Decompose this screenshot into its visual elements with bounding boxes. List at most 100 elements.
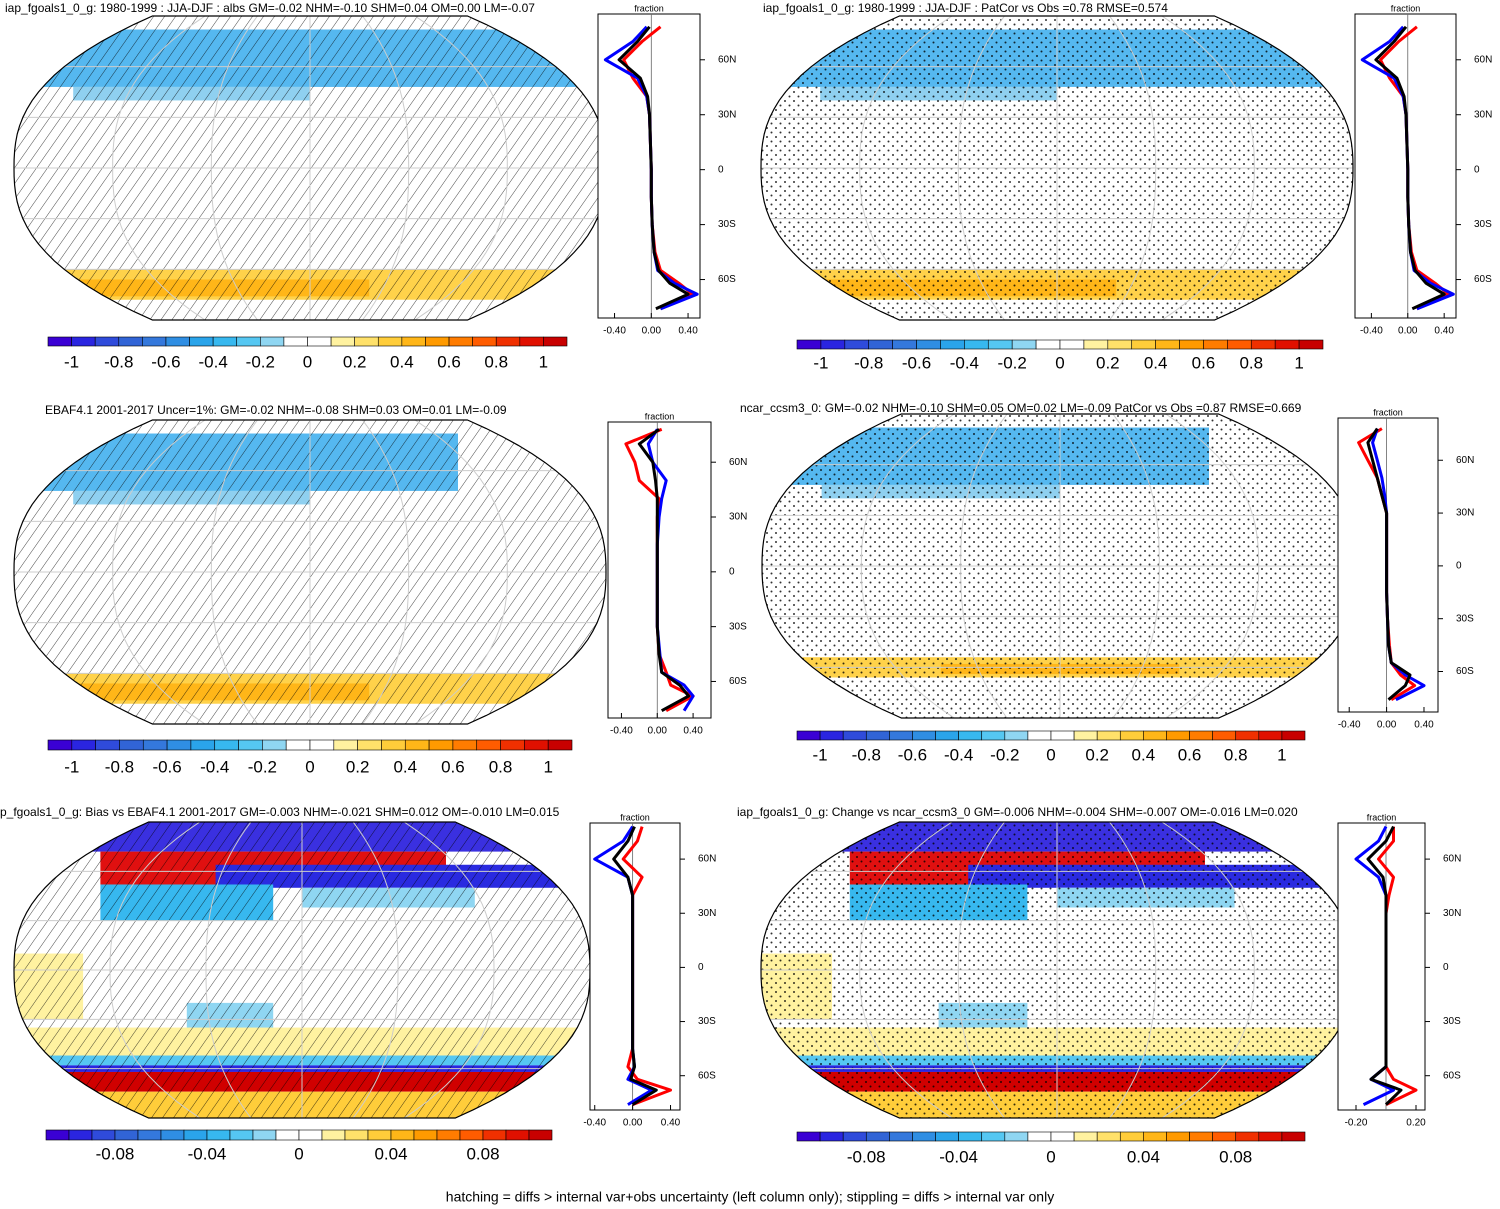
colorbar-box [1143,1131,1167,1142]
colorbar-box [1119,1131,1144,1142]
y-tick-label: 0 [1456,561,1462,572]
colorbar-box [865,730,890,741]
colorbar-box [47,739,73,751]
colorbar-box [95,739,120,751]
colorbar-label: 0.04 [374,1144,407,1163]
zonal-line [1366,825,1403,1106]
colorbar-label: -0.2 [990,745,1019,764]
meridian [210,16,258,320]
colorbar-box [321,1129,346,1141]
panel: iap_fgoals1_0_g: Change vs ncar_ccsm3_0 … [737,805,1461,1166]
colorbar-box [1096,1131,1121,1142]
x-tick-label: 0.00 [648,726,668,737]
colorbar-box [212,336,238,347]
y-tick-label: 30N [718,109,736,120]
colorbar-label: 0.6 [1192,353,1216,372]
axis-label: fraction [1373,407,1403,417]
axis-label: fraction [634,3,664,13]
y-tick-label: 0 [718,164,724,175]
colorbar-box [114,1129,139,1141]
colorbar-box [71,336,96,347]
meridian [205,822,252,1118]
zonal-frame [1337,822,1426,1111]
colorbar-box [45,1129,70,1141]
colorbar-box [413,1129,438,1141]
panel: iap_fgoals1_0_g: 1980-1999 : JJA-DJF : P… [760,1,1492,372]
colorbar-label: -0.04 [188,1144,227,1163]
colorbar-label: -0.4 [200,757,229,776]
colorbar-label: 0.6 [441,757,465,776]
colorbar-label: 0.8 [489,757,513,776]
colorbar-box [1203,339,1228,350]
y-tick-label: 30N [1443,908,1461,919]
y-tick-label: 30S [1456,613,1474,624]
panel-title: iap_fgoals1_0_g: Change vs ncar_ccsm3_0 … [737,805,1298,819]
y-tick-label: 30S [1474,219,1492,230]
x-tick-label: 0.40 [678,326,698,337]
colorbar-label: 0.04 [1127,1147,1160,1166]
colorbar-box [865,1131,890,1142]
meridian [210,420,258,724]
colorbar-box [1179,339,1204,350]
colorbar-label: -0.4 [950,353,979,372]
x-tick-label: -0.40 [1338,720,1361,731]
colorbar-box [1250,339,1276,350]
panel-title: ncar_ccsm3_0: GM=-0.02 NHM=-0.10 SHM=0.0… [740,401,1302,415]
colorbar-label: 0.8 [1224,745,1248,764]
colorbar-label: 0.08 [466,1144,499,1163]
meridian [352,822,399,1118]
map-field [14,822,590,1118]
zonal-line [1366,427,1412,701]
colorbar-label: 0.08 [1219,1147,1252,1166]
colorbar-box [1050,1131,1075,1142]
colorbar-box [354,336,379,347]
colorbar-box [1298,339,1324,350]
colorbar-box [912,1131,936,1142]
colorbar-box [958,1131,983,1142]
colorbar-box [964,339,989,350]
x-tick-label: 0.00 [1398,326,1418,337]
y-tick-label: 0 [1443,962,1449,973]
colorbar-box [142,739,168,751]
colorbar-box [47,336,72,347]
colorbar-box [524,739,549,751]
map-outline [760,15,1354,321]
panel-title: iap_fgoals1_0_g: 1980-1999 : JJA-DJF : P… [763,1,1168,15]
colorbar-box [229,1129,254,1141]
axis-label: fraction [620,812,650,822]
colorbar-box [819,730,844,741]
meridian [957,822,1005,1118]
colorbar-box [91,1129,116,1141]
meridian [362,16,410,320]
meridian [1112,414,1160,718]
colorbar-label: -0.6 [151,352,180,371]
meridian [362,420,410,724]
zonal-line [1374,25,1446,311]
colorbar-box [935,1131,959,1142]
colorbar-box [71,739,96,751]
colorbar-box [1131,339,1156,350]
colorbar-box [528,1129,553,1141]
colorbar-label: 0.2 [343,352,367,371]
y-tick-label: 0 [698,962,704,973]
colorbar-box [819,1131,844,1142]
colorbar-box [137,1129,162,1141]
colorbar-box [1096,730,1121,741]
meridian [1161,822,1255,1118]
meridian [112,420,206,724]
colorbar-box [1258,1131,1283,1142]
zonal-line [617,25,690,311]
x-tick-label: 0.40 [1434,326,1454,337]
meridian [1109,16,1157,320]
axis-label: fraction [1367,812,1397,822]
panel: ncar_ccsm3_0: GM=-0.02 NHM=-0.10 SHM=0.0… [740,401,1474,764]
x-tick-label: -0.40 [1360,326,1383,337]
colorbar-box [1073,1131,1098,1142]
colorbar-box [505,1129,530,1141]
y-tick-label: 30S [729,621,747,632]
panel-title: p_fgoals1_0_g: Bias vs EBAF4.1 2001-2017… [0,805,560,819]
colorbar-label: 1 [543,757,552,776]
colorbar-label: 0 [1046,745,1055,764]
colorbar-box [519,336,544,347]
